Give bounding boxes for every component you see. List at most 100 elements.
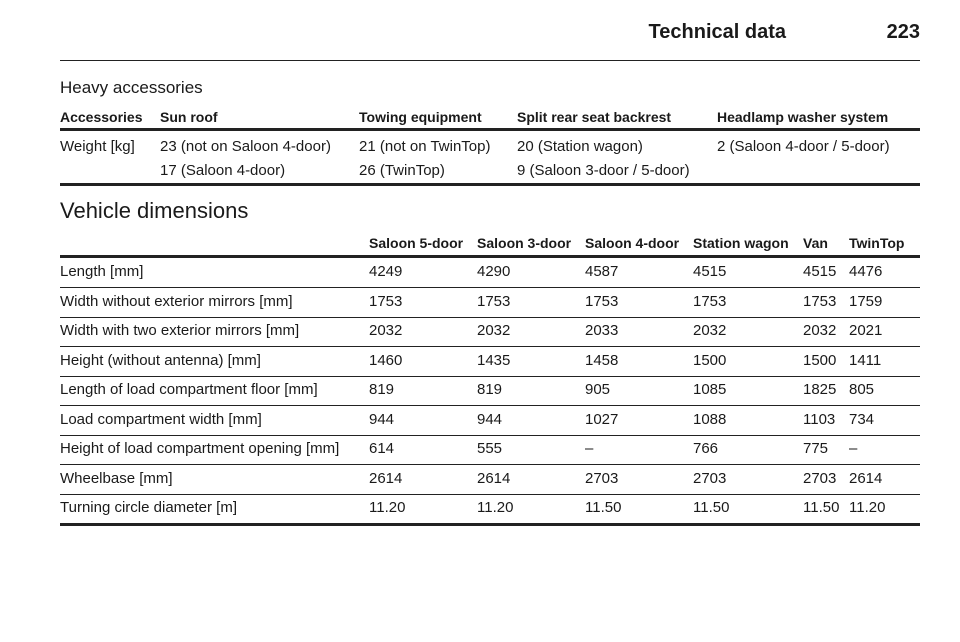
column-header: Accessories bbox=[60, 109, 143, 125]
column-header: Saloon 5-door bbox=[369, 235, 464, 251]
row-label: Width without exterior mirrors [mm] bbox=[60, 292, 293, 310]
table-cell: 614 bbox=[369, 440, 395, 457]
table-cell: 2021 bbox=[849, 322, 883, 339]
row-label: Turning circle diameter [m] bbox=[60, 499, 237, 516]
table-cell: 1500 bbox=[693, 351, 727, 369]
table-cell: Weight [kg] bbox=[60, 138, 135, 155]
table-cell: 1027 bbox=[585, 410, 619, 428]
column-header: Saloon 4-door bbox=[585, 235, 680, 251]
table-rule bbox=[60, 128, 920, 131]
header-title: Technical data bbox=[648, 21, 786, 43]
table-rule bbox=[60, 316, 920, 318]
table-cell: 4515 bbox=[693, 263, 727, 280]
column-header: Headlamp washer system bbox=[717, 109, 889, 125]
row-label: Length of load compartment floor [mm] bbox=[60, 381, 318, 398]
table-cell: – bbox=[849, 440, 858, 457]
table-cell: 2614 bbox=[477, 469, 511, 487]
table-cell: 819 bbox=[369, 381, 395, 398]
table-cell: 21 (not on TwinTop) bbox=[359, 138, 491, 155]
column-header: Towing equipment bbox=[359, 109, 482, 125]
table-cell: 2614 bbox=[849, 469, 883, 487]
table-cell: 2614 bbox=[369, 469, 403, 487]
table-cell: 734 bbox=[849, 410, 875, 428]
table-cell: 2703 bbox=[693, 469, 727, 487]
table-cell: 905 bbox=[585, 381, 611, 398]
table-cell: 2033 bbox=[585, 322, 619, 339]
row-label: Load compartment width [mm] bbox=[60, 410, 262, 428]
table-rule bbox=[60, 287, 920, 288]
table-cell: 1411 bbox=[849, 351, 882, 369]
table-cell: 11.20 bbox=[369, 499, 406, 516]
table-cell: 2032 bbox=[369, 322, 403, 339]
table-rule bbox=[60, 255, 920, 258]
table-cell: 1088 bbox=[693, 410, 727, 428]
table-cell: 1753 bbox=[693, 292, 727, 310]
table-cell: 26 (TwinTop) bbox=[359, 162, 445, 179]
table-rule bbox=[60, 493, 920, 495]
row-label: Height of load compartment opening [mm] bbox=[60, 440, 340, 457]
table-cell: 20 (Station wagon) bbox=[517, 138, 643, 155]
row-label: Height (without antenna) [mm] bbox=[60, 351, 261, 369]
table-cell: 2 (Saloon 4-door / 5-door) bbox=[717, 138, 890, 155]
table-cell: 819 bbox=[477, 381, 503, 398]
table-rule bbox=[60, 183, 920, 186]
table-cell: 11.20 bbox=[477, 499, 514, 516]
table-cell: 2032 bbox=[477, 322, 511, 339]
section-title: Vehicle dimensions bbox=[60, 198, 249, 223]
table-cell: 2703 bbox=[803, 469, 837, 487]
table-cell: 775 bbox=[803, 440, 829, 457]
table-cell: 805 bbox=[849, 381, 875, 398]
table-rule bbox=[60, 346, 920, 347]
table-rule bbox=[60, 523, 920, 526]
table-cell: 4587 bbox=[585, 263, 619, 280]
table-cell: 4476 bbox=[849, 263, 883, 280]
table-cell: 4290 bbox=[477, 263, 511, 280]
table-cell: 1753 bbox=[585, 292, 619, 310]
table-cell: – bbox=[585, 440, 594, 457]
table-cell: 1753 bbox=[803, 292, 837, 310]
table-cell: 2032 bbox=[803, 322, 837, 339]
row-label: Length [mm] bbox=[60, 263, 144, 280]
table-cell: 23 (not on Saloon 4-door) bbox=[160, 138, 331, 155]
row-label: Width with two exterior mirrors [mm] bbox=[60, 322, 300, 339]
column-header: TwinTop bbox=[849, 235, 905, 251]
table-cell: 1759 bbox=[849, 292, 883, 310]
table-cell: 1435 bbox=[477, 351, 511, 369]
column-header: Sun roof bbox=[160, 109, 218, 125]
row-label: Wheelbase [mm] bbox=[60, 469, 173, 487]
table-cell: 1458 bbox=[585, 351, 619, 369]
table-cell: 1103 bbox=[803, 410, 836, 428]
table-rule bbox=[60, 405, 920, 406]
table-cell: 1825 bbox=[803, 381, 837, 398]
section-title: Heavy accessories bbox=[60, 78, 203, 97]
table-cell: 4515 bbox=[803, 263, 837, 280]
table-cell: 766 bbox=[693, 440, 719, 457]
table-cell: 4249 bbox=[369, 263, 403, 280]
column-header: Van bbox=[803, 235, 828, 251]
table-cell: 1753 bbox=[477, 292, 511, 310]
table-rule bbox=[60, 464, 920, 465]
column-header: Station wagon bbox=[693, 235, 789, 251]
table-cell: 1753 bbox=[369, 292, 403, 310]
column-header: Split rear seat backrest bbox=[517, 109, 672, 125]
column-header: Saloon 3-door bbox=[477, 235, 572, 251]
table-cell: 1460 bbox=[369, 351, 403, 369]
table-cell: 944 bbox=[477, 410, 503, 428]
table-cell: 11.50 bbox=[803, 499, 840, 516]
table-cell: 1085 bbox=[693, 381, 727, 398]
table-rule bbox=[60, 375, 920, 377]
table-cell: 555 bbox=[477, 440, 503, 457]
table-rule bbox=[60, 434, 920, 436]
table-cell: 11.20 bbox=[849, 499, 886, 516]
table-cell: 2032 bbox=[693, 322, 727, 339]
table-cell: 1500 bbox=[803, 351, 837, 369]
table-cell: 9 (Saloon 3-door / 5-door) bbox=[517, 162, 690, 179]
header-rule bbox=[60, 60, 920, 61]
table-cell: 944 bbox=[369, 410, 395, 428]
page-number: 223 bbox=[886, 21, 920, 43]
table-cell: 11.50 bbox=[585, 499, 622, 516]
table-cell: 11.50 bbox=[693, 499, 730, 516]
table-cell: 17 (Saloon 4-door) bbox=[160, 162, 286, 179]
table-cell: 2703 bbox=[585, 469, 619, 487]
